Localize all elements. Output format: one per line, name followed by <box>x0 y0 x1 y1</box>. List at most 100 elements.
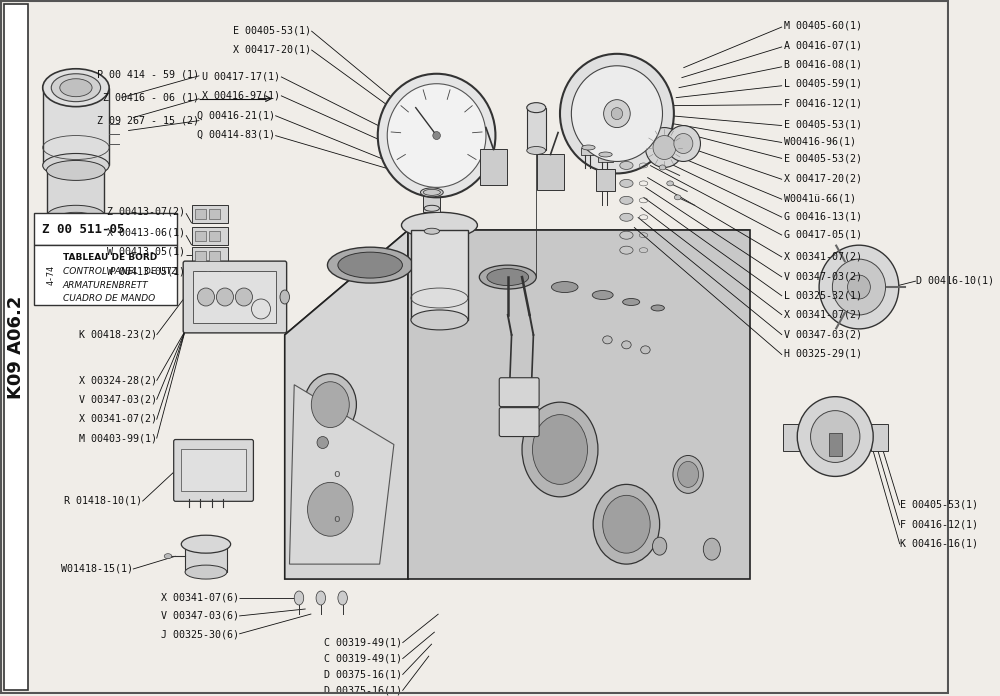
Ellipse shape <box>423 189 440 196</box>
Ellipse shape <box>599 152 612 157</box>
Ellipse shape <box>603 336 612 344</box>
Bar <box>34 213 177 245</box>
Bar <box>53 215 99 253</box>
FancyBboxPatch shape <box>499 408 539 436</box>
Ellipse shape <box>304 374 356 436</box>
Bar <box>596 169 615 191</box>
Text: V 00347-03(2): V 00347-03(2) <box>784 329 862 340</box>
Ellipse shape <box>620 161 633 169</box>
Text: X 00341-07(2): X 00341-07(2) <box>79 414 157 424</box>
Bar <box>424 208 439 231</box>
Bar <box>43 88 109 166</box>
Text: L 00325-32(1): L 00325-32(1) <box>784 290 862 301</box>
Circle shape <box>653 136 676 159</box>
Ellipse shape <box>53 245 99 261</box>
Bar <box>209 209 220 219</box>
Text: F 00416-12(1): F 00416-12(1) <box>900 519 978 530</box>
Ellipse shape <box>620 246 633 254</box>
Bar <box>193 271 276 323</box>
Ellipse shape <box>294 591 304 605</box>
Bar <box>34 245 177 305</box>
Ellipse shape <box>316 591 326 605</box>
Bar <box>47 166 104 215</box>
Ellipse shape <box>424 205 439 212</box>
Ellipse shape <box>622 341 631 349</box>
Circle shape <box>674 134 693 154</box>
Text: X 00341-07(2): X 00341-07(2) <box>784 310 862 320</box>
Ellipse shape <box>592 290 613 299</box>
Text: Z 09 267 - 15 (2): Z 09 267 - 15 (2) <box>97 115 199 125</box>
Circle shape <box>433 132 440 139</box>
Ellipse shape <box>527 147 546 155</box>
Text: U 00417-17(1): U 00417-17(1) <box>202 71 280 81</box>
Ellipse shape <box>47 205 104 226</box>
Text: ARMATURENBRETT: ARMATURENBRETT <box>63 280 148 290</box>
Bar <box>4 4 28 690</box>
Circle shape <box>216 288 233 306</box>
Text: K 00418-23(2): K 00418-23(2) <box>79 329 157 340</box>
Bar <box>185 542 227 572</box>
Text: W01418-15(1): W01418-15(1) <box>61 564 133 574</box>
Text: Q 00416-21(1): Q 00416-21(1) <box>197 110 275 120</box>
Text: G 00416-13(1): G 00416-13(1) <box>784 212 862 221</box>
Text: DE UTZ: DE UTZ <box>144 267 178 276</box>
Text: W 00413-05(1): W 00413-05(1) <box>107 267 185 276</box>
Circle shape <box>571 66 662 161</box>
Ellipse shape <box>43 154 109 177</box>
Text: K 00416-16(1): K 00416-16(1) <box>900 539 978 549</box>
Text: V 00347-03(6): V 00347-03(6) <box>161 611 239 621</box>
Ellipse shape <box>582 145 595 150</box>
Ellipse shape <box>651 305 664 311</box>
Bar <box>537 155 564 191</box>
Ellipse shape <box>527 102 546 113</box>
Text: TABLEAU DE BORD: TABLEAU DE BORD <box>63 253 157 262</box>
Ellipse shape <box>678 461 699 487</box>
Text: Q 00414-83(1): Q 00414-83(1) <box>197 129 275 140</box>
Ellipse shape <box>181 535 231 553</box>
Bar <box>209 271 220 281</box>
Text: G 00417-05(1): G 00417-05(1) <box>784 230 862 239</box>
Bar <box>598 155 613 162</box>
Text: V 00347-03(2): V 00347-03(2) <box>784 271 862 281</box>
Circle shape <box>811 411 860 462</box>
Ellipse shape <box>620 180 633 187</box>
Text: X 00341-07(2): X 00341-07(2) <box>784 252 862 262</box>
Bar <box>195 251 206 261</box>
Text: F 00416-12(1): F 00416-12(1) <box>784 98 862 109</box>
Ellipse shape <box>420 188 443 197</box>
Circle shape <box>387 84 486 187</box>
Text: P 00 414 - 59 (1): P 00 414 - 59 (1) <box>97 69 199 79</box>
Ellipse shape <box>47 161 105 180</box>
Ellipse shape <box>674 195 681 200</box>
Ellipse shape <box>327 247 413 283</box>
Circle shape <box>848 275 870 299</box>
Bar <box>195 271 206 281</box>
Text: o: o <box>334 469 340 480</box>
Text: J 00325-30(6): J 00325-30(6) <box>161 629 239 639</box>
Ellipse shape <box>185 565 227 579</box>
Text: D 00375-16(1): D 00375-16(1) <box>324 670 402 679</box>
Text: M 00403-99(1): M 00403-99(1) <box>79 434 157 443</box>
Ellipse shape <box>673 455 703 493</box>
Ellipse shape <box>603 496 650 553</box>
Bar <box>783 424 800 452</box>
Bar <box>181 450 246 491</box>
Polygon shape <box>289 385 394 564</box>
Text: E 00405-53(1): E 00405-53(1) <box>784 120 862 130</box>
Text: V 00347-03(2): V 00347-03(2) <box>79 395 157 404</box>
Ellipse shape <box>620 231 633 239</box>
Text: D 00416-10(1): D 00416-10(1) <box>916 275 994 285</box>
Ellipse shape <box>532 415 588 484</box>
Ellipse shape <box>659 165 666 170</box>
Bar <box>195 209 206 219</box>
Text: X 00413-06(1): X 00413-06(1) <box>107 228 185 237</box>
Text: CONTROL PANEL: CONTROL PANEL <box>63 267 138 276</box>
Text: o: o <box>334 514 340 524</box>
Text: L 00405-59(1): L 00405-59(1) <box>784 79 862 89</box>
Text: C 00319-49(1): C 00319-49(1) <box>324 638 402 647</box>
Ellipse shape <box>667 181 673 186</box>
Ellipse shape <box>164 553 172 559</box>
Bar <box>192 227 228 245</box>
Ellipse shape <box>280 290 289 304</box>
Text: X 00341-07(6): X 00341-07(6) <box>161 593 239 603</box>
